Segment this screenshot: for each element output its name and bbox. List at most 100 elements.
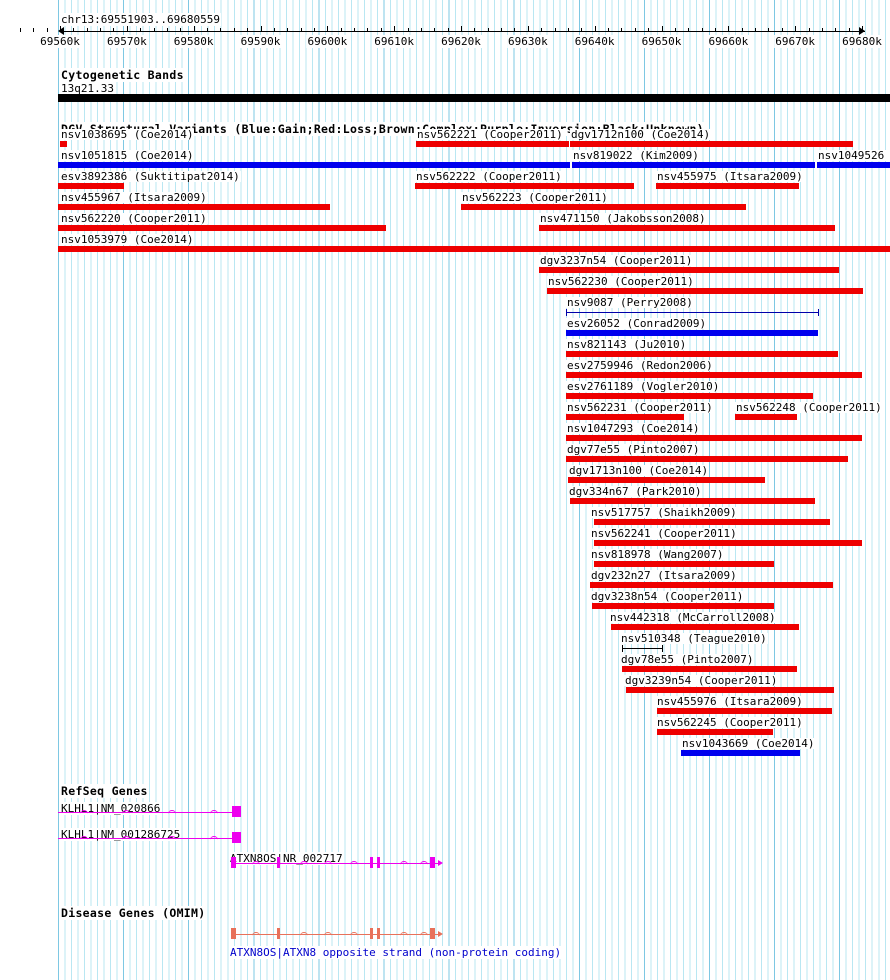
variant-label: esv2759946 (Redon2006) [566, 359, 714, 372]
gene-intron-chevron-icon [80, 836, 88, 840]
variant-label: nsv1053979 (Coe2014) [60, 233, 195, 246]
coordinate-label: chr13:69551903..69680559 [60, 13, 221, 26]
ruler-minor-tick [501, 28, 503, 32]
variant-line[interactable] [566, 312, 818, 313]
variant-label: nsv818978 (Wang2007) [590, 548, 725, 561]
ruler-minor-tick [247, 28, 249, 32]
variant-bar[interactable] [539, 267, 839, 273]
ruler-axis [60, 31, 865, 32]
variant-bar[interactable] [416, 141, 569, 147]
variant-label: dgv3239n54 (Cooper2011) [624, 674, 779, 687]
gene-exon[interactable] [430, 928, 435, 939]
ruler-minor-tick [781, 28, 783, 32]
ruler-minor-tick [73, 28, 75, 32]
variant-bar[interactable] [572, 162, 815, 168]
cytogenetic-title: Cytogenetic Bands [60, 68, 185, 82]
gene-exon[interactable] [377, 857, 380, 868]
variant-bar[interactable] [657, 729, 773, 735]
variant-bar[interactable] [570, 141, 853, 147]
variant-bar[interactable] [58, 183, 124, 189]
variant-bar[interactable] [592, 603, 774, 609]
ruler-tick-label: 69570k [105, 35, 148, 48]
variant-bar[interactable] [735, 414, 797, 420]
ruler-tick-label: 69680k [841, 35, 883, 48]
variant-bar[interactable] [657, 708, 832, 714]
ruler-minor-tick [434, 28, 436, 32]
gene-exon[interactable] [370, 928, 373, 939]
variant-bar[interactable] [539, 225, 835, 231]
gene-exon[interactable] [232, 806, 241, 817]
variant-bar[interactable] [594, 540, 862, 546]
ruler-minor-tick [514, 28, 516, 32]
variant-label: dgv334n67 (Park2010) [568, 485, 703, 498]
variant-label: nsv562248 (Cooper2011) [735, 401, 883, 414]
variant-bar[interactable] [58, 204, 330, 210]
variant-bar[interactable] [566, 456, 848, 462]
cytoband-bar[interactable] [58, 94, 890, 102]
ruler-tick-label: 69590k [239, 35, 282, 48]
gene-exon[interactable] [231, 928, 236, 939]
variant-bar[interactable] [626, 687, 834, 693]
variant-bar[interactable] [817, 162, 890, 168]
ruler-tick-label: 69610k [373, 35, 416, 48]
ruler-minor-tick [140, 28, 142, 32]
ruler-tick [327, 26, 329, 32]
gene-exon[interactable] [277, 928, 280, 939]
variant-bar[interactable] [656, 183, 799, 189]
gene-intron-chevron-icon [420, 932, 428, 936]
gene-intron-line [233, 863, 438, 864]
ruler-minor-tick [220, 28, 222, 32]
variant-bar[interactable] [566, 393, 813, 399]
variant-bar[interactable] [58, 162, 570, 168]
variant-bar[interactable] [570, 498, 815, 504]
gene-exon[interactable] [430, 857, 435, 868]
cytoband-label: 13q21.33 [60, 82, 115, 95]
variant-bar[interactable] [60, 141, 67, 147]
variant-bar[interactable] [415, 183, 634, 189]
gene-intron-chevron-icon [350, 861, 358, 865]
ruler-minor-tick [755, 28, 757, 32]
variant-bar[interactable] [566, 351, 838, 357]
gene-exon[interactable] [370, 857, 373, 868]
gene-intron-chevron-icon [122, 836, 130, 840]
ruler-tick [461, 26, 462, 32]
variant-bar[interactable] [566, 435, 862, 441]
ruler-tick [594, 26, 596, 32]
variant-label: dgv78e55 (Pinto2007) [620, 653, 755, 666]
ruler-minor-tick [380, 28, 382, 32]
gene-exon[interactable] [377, 928, 380, 939]
ruler-tick [126, 26, 128, 32]
variant-label: dgv3238n54 (Cooper2011) [590, 590, 745, 603]
gene-exon[interactable] [277, 857, 280, 868]
gene-exon[interactable] [232, 832, 241, 843]
variant-bar[interactable] [58, 225, 386, 231]
variant-bar[interactable] [58, 246, 890, 252]
variant-label: nsv562221 (Cooper2011) [416, 128, 564, 141]
variant-label: nsv517757 (Shaikh2009) [590, 506, 738, 519]
gene-intron-chevron-icon [350, 932, 358, 936]
variant-bar[interactable] [566, 372, 862, 378]
variant-bar[interactable] [461, 204, 746, 210]
variant-label: nsv562220 (Cooper2011) [60, 212, 208, 225]
ruler-minor-tick [420, 28, 422, 32]
variant-bar[interactable] [622, 666, 797, 672]
ruler-minor-tick [287, 28, 289, 32]
variant-bar[interactable] [594, 519, 830, 525]
ruler-minor-tick [153, 28, 155, 32]
variant-bar[interactable] [566, 330, 818, 336]
gene-strand-arrow-icon [438, 931, 443, 937]
ruler-minor-tick [621, 28, 623, 32]
variant-bar[interactable] [681, 750, 800, 756]
variant-end-cap [622, 645, 623, 652]
ruler-tick-label: 69640k [573, 35, 616, 48]
variant-label: nsv1051815 (Coe2014) [60, 149, 195, 162]
variant-bar[interactable] [566, 414, 684, 420]
variant-bar[interactable] [547, 288, 863, 294]
variant-bar[interactable] [594, 561, 774, 567]
variant-bar[interactable] [568, 477, 765, 483]
variant-bar[interactable] [590, 582, 833, 588]
variant-bar[interactable] [611, 624, 799, 630]
gene-intron-chevron-icon [324, 932, 332, 936]
variant-line[interactable] [622, 648, 662, 649]
gene-exon[interactable] [231, 857, 236, 868]
